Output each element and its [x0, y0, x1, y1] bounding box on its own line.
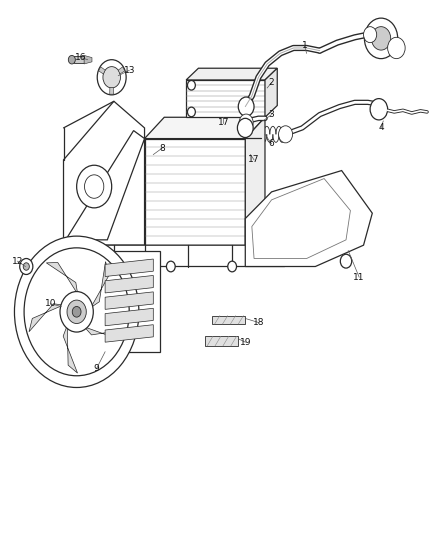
Polygon shape [42, 346, 57, 361]
Polygon shape [245, 171, 372, 266]
Polygon shape [105, 276, 153, 293]
Circle shape [24, 248, 129, 376]
Polygon shape [265, 68, 277, 117]
Text: 10: 10 [45, 300, 56, 308]
Text: 11: 11 [353, 273, 365, 281]
Circle shape [279, 126, 293, 143]
Text: 17: 17 [248, 156, 260, 164]
Circle shape [67, 300, 86, 324]
Text: 18: 18 [253, 318, 264, 327]
Circle shape [238, 97, 254, 116]
Polygon shape [105, 292, 153, 309]
Text: 17: 17 [218, 118, 229, 127]
Circle shape [166, 261, 175, 272]
Circle shape [60, 292, 93, 332]
Text: 12: 12 [12, 257, 23, 265]
Polygon shape [212, 316, 245, 324]
Text: 2: 2 [269, 78, 274, 87]
Circle shape [23, 263, 29, 270]
Text: 6: 6 [268, 140, 275, 148]
Circle shape [72, 306, 81, 317]
Polygon shape [85, 262, 110, 312]
Polygon shape [186, 80, 265, 117]
Circle shape [103, 67, 120, 88]
Polygon shape [105, 259, 153, 277]
Polygon shape [64, 245, 285, 266]
Polygon shape [84, 55, 92, 64]
Text: 1: 1 [301, 41, 307, 50]
Polygon shape [99, 251, 160, 352]
Polygon shape [186, 68, 277, 80]
Polygon shape [66, 131, 145, 240]
Circle shape [97, 60, 126, 95]
Polygon shape [205, 336, 238, 346]
Text: 16: 16 [75, 53, 87, 62]
Text: 19: 19 [240, 338, 251, 346]
Polygon shape [74, 56, 84, 63]
Circle shape [371, 27, 391, 50]
Text: 8: 8 [159, 144, 165, 152]
Text: 4: 4 [378, 124, 384, 132]
Circle shape [14, 236, 139, 387]
Polygon shape [79, 321, 125, 338]
Text: 9: 9 [93, 365, 99, 373]
Circle shape [364, 18, 398, 59]
Circle shape [77, 165, 112, 208]
Polygon shape [29, 304, 70, 332]
Circle shape [364, 27, 377, 43]
Circle shape [110, 261, 118, 272]
Polygon shape [46, 263, 79, 303]
Polygon shape [110, 88, 113, 94]
Polygon shape [63, 318, 78, 373]
Circle shape [237, 118, 253, 138]
Text: 13: 13 [124, 66, 135, 75]
Circle shape [340, 254, 352, 268]
Polygon shape [105, 325, 153, 342]
Polygon shape [105, 308, 153, 326]
Circle shape [68, 55, 75, 64]
Circle shape [20, 259, 33, 274]
Polygon shape [99, 67, 105, 74]
Polygon shape [118, 67, 125, 74]
Circle shape [388, 37, 405, 59]
Polygon shape [64, 101, 145, 245]
Polygon shape [245, 117, 265, 245]
Circle shape [370, 99, 388, 120]
Circle shape [228, 261, 237, 272]
Polygon shape [145, 139, 245, 245]
Text: 3: 3 [268, 110, 275, 119]
Circle shape [85, 175, 104, 198]
Circle shape [239, 114, 253, 131]
Circle shape [187, 80, 195, 90]
Polygon shape [145, 117, 265, 139]
Circle shape [187, 107, 195, 117]
